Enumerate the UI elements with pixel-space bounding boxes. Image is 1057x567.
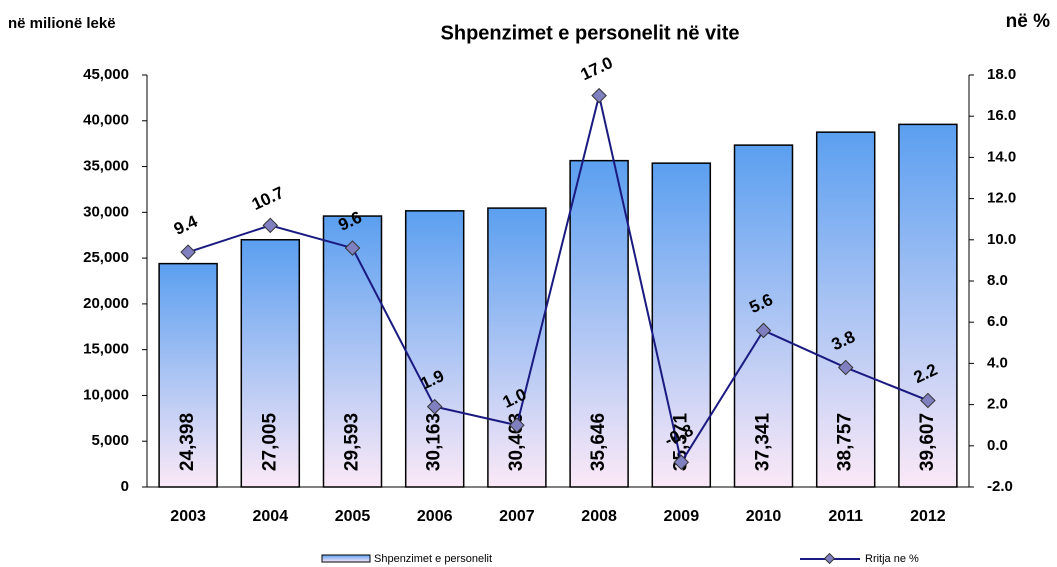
marker [673,454,690,471]
line-value-label: 17.0 [578,53,616,84]
x-tick-label: 2009 [664,508,700,525]
y2-tick-label: 12.0 [987,190,1016,207]
y-tick-label: 20,000 [83,295,129,312]
y-tick-label: 45,000 [83,66,129,83]
y-tick-label: 35,000 [83,158,129,175]
x-tick-label: 2003 [170,508,206,525]
y2-tick-label: 10.0 [987,231,1016,248]
y2-tick-label: 16.0 [987,107,1016,124]
bar-value-label: 29,593 [342,413,363,471]
y-tick-label: 10,000 [83,386,129,403]
marker [591,87,607,104]
bar [733,144,794,488]
bar [815,131,876,488]
bar-value-label: 39,607 [917,413,938,471]
y-tick-label: 30,000 [83,203,129,220]
marker [755,322,772,339]
y-tick-label: 40,000 [83,112,129,129]
marker [837,359,854,376]
y2-tick-label: -2.0 [987,478,1013,495]
y-tick-label: 25,000 [83,249,129,266]
bar [322,215,383,488]
x-tick-label: 2008 [581,508,617,525]
line-value-label: 10.7 [249,183,287,214]
x-tick-label: 2004 [253,508,289,525]
bar [158,262,218,488]
bar-value-label: 35,646 [588,413,609,471]
legend-label: Shpenzimet e personelit [374,553,492,565]
y2-tick-label: 8.0 [987,272,1008,289]
y2-axis-label: në % [1006,11,1050,32]
marker [344,240,361,256]
y-tick-label: 15,000 [83,341,129,358]
line-value-label: 9.4 [171,211,201,238]
marker [180,244,196,260]
bar-value-label: 30,163 [424,413,445,471]
bar [240,239,301,488]
x-tick-label: 2010 [746,508,782,525]
marker [920,392,936,409]
bar [404,210,465,488]
bar [898,123,958,488]
x-tick-label: 2005 [335,508,371,525]
x-tick-label: 2011 [828,508,863,525]
x-tick-label: 2006 [417,508,453,525]
chart-title: Shpenzimet e personelit në vite [441,22,740,44]
y2-tick-label: 18.0 [987,66,1016,83]
bar-value-label: 37,341 [753,413,774,472]
bar-value-label: 38,757 [835,413,856,471]
y2-tick-label: 6.0 [987,313,1008,330]
line [187,95,929,465]
marker [262,217,279,234]
bar-value-label: 27,005 [259,413,280,472]
legend-swatch [823,552,836,565]
y2-tick-label: 2.0 [987,396,1008,413]
marker [426,398,443,415]
bar [569,159,629,488]
legend-label: Rritja ne % [865,553,919,565]
legend-swatch [321,554,371,563]
y2-tick-label: 14.0 [987,148,1016,165]
x-tick-label: 2007 [499,508,535,525]
y-axis-label: në milionë lekë [8,15,116,32]
y-tick-label: 5,000 [91,432,129,449]
y-tick-label: 0 [121,478,129,495]
x-tick-label: 2012 [910,508,946,525]
marker [509,417,525,433]
bar-value-label: 24,398 [177,413,198,471]
y2-tick-label: 0.0 [987,437,1008,454]
y2-tick-label: 4.0 [987,354,1008,371]
